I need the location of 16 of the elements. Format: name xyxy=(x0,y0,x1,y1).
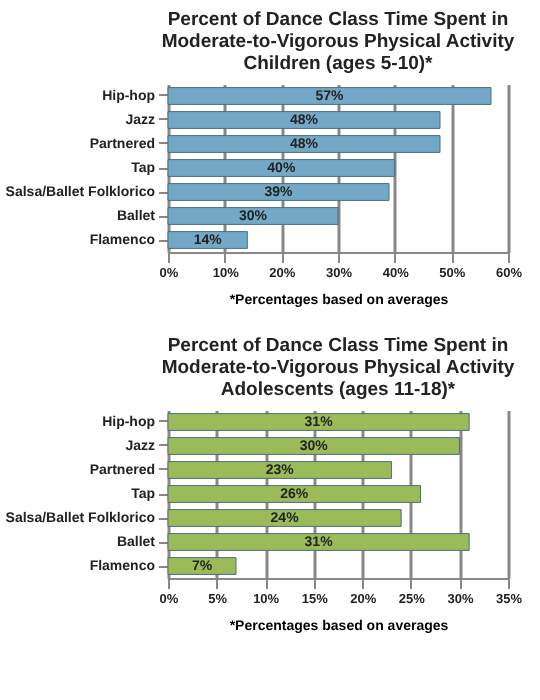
bar xyxy=(167,87,492,105)
bar xyxy=(167,437,460,455)
bar xyxy=(167,231,248,249)
bar xyxy=(167,461,392,479)
bar xyxy=(167,557,237,575)
bar xyxy=(167,533,470,551)
bar xyxy=(167,135,441,153)
chart-title: Percent of Dance Class Time Spent in Moderate-to-Vigorous Physical Activity Children (ages 5-10)* xyxy=(161,9,516,75)
bar xyxy=(167,509,402,527)
bar xyxy=(167,183,390,201)
bar xyxy=(167,207,339,225)
bar xyxy=(167,159,396,177)
chart-title: Percent of Dance Class Time Spent in Moderate-to-Vigorous Physical Activity Adolescents (ages 11-18)* xyxy=(161,335,516,401)
bar xyxy=(167,485,422,503)
bar xyxy=(167,111,441,129)
bar xyxy=(167,413,470,431)
